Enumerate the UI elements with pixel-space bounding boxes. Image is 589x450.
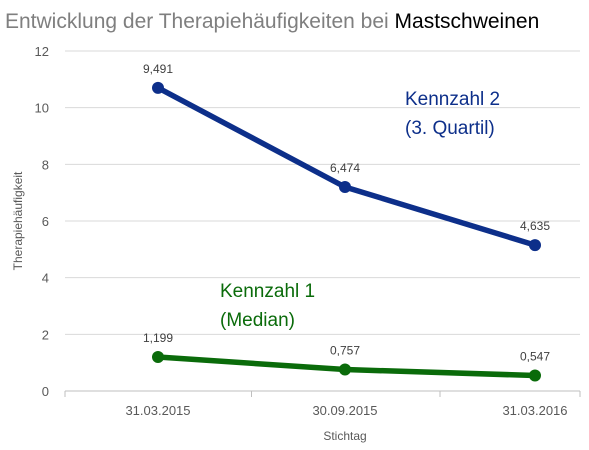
- data-point: [152, 351, 164, 364]
- y-tick-label: 0: [42, 384, 49, 399]
- x-axis-title: Stichtag: [323, 429, 366, 443]
- chart-title-part2: Mastschweinen: [395, 10, 540, 33]
- data-label: 6,474: [330, 161, 360, 175]
- chart-title: Entwicklung der Therapiehäufigkeiten bei…: [5, 10, 539, 33]
- data-label: 0,757: [330, 344, 360, 358]
- series-label: (Median): [220, 310, 295, 331]
- data-label: 0,547: [520, 350, 550, 364]
- data-labels: 9,491 6,474 4,635 Kennzahl 2 (3. Quartil) 1,1…: [143, 62, 550, 364]
- x-tick-label: 30.09.2015: [312, 403, 377, 418]
- data-point: [529, 239, 541, 252]
- series-label: Kennzahl 1: [220, 281, 315, 302]
- y-tick-label: 4: [42, 271, 49, 286]
- y-tick-label: 8: [42, 157, 49, 172]
- data-point: [339, 363, 351, 376]
- data-point: [152, 81, 164, 94]
- y-tick-label: 6: [42, 214, 49, 229]
- x-tick-label: 31.03.2015: [125, 403, 190, 418]
- y-tick-label: 12: [35, 44, 49, 59]
- data-label: 4,635: [520, 219, 550, 233]
- gridlines: [65, 50, 580, 335]
- data-label: 9,491: [143, 62, 173, 76]
- data-point: [339, 181, 351, 193]
- axes: 0 2 4 6 8 10 12 31.03.2015 30.09.2015 31.03.2016 S…: [11, 44, 581, 443]
- data-label: 1,199: [143, 331, 173, 345]
- y-tick-label: 2: [42, 327, 49, 342]
- series-label: (3. Quartil): [405, 118, 495, 139]
- x-tick-label: 31.03.2016: [502, 403, 567, 418]
- y-axis-title: Therapiehäufigkeit: [11, 171, 25, 270]
- series-label: Kennzahl 2: [405, 89, 500, 110]
- chart-title-part1: Entwicklung der Therapiehäufigkeiten bei: [5, 10, 395, 33]
- data-point: [529, 369, 541, 382]
- y-tick-label: 10: [35, 101, 49, 116]
- series-lines: [152, 81, 541, 382]
